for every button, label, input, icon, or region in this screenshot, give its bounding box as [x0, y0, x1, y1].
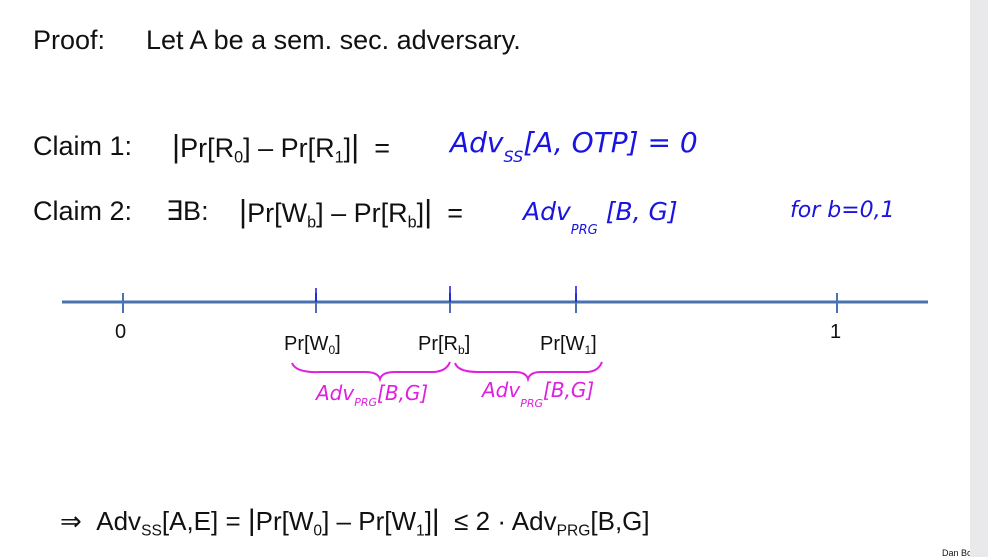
claim2-label: Claim 2: — [33, 196, 133, 226]
claim1-expression: |Pr[R0] – Pr[R1]| = — [172, 129, 391, 167]
conclusion-line: ⇒ AdvSS[A,E] = |Pr[W0] – Pr[W1]| ≤ 2 · A… — [60, 504, 650, 540]
proof-text: Let A be a sem. sec. adversary. — [146, 25, 521, 55]
claim1-handwritten-adv: AdvSS[A, OTP] = 0 — [450, 126, 698, 166]
proof-label: Proof: — [33, 25, 106, 55]
tick-label-pr-w0: Pr[W0] — [284, 333, 341, 358]
tick-label-pr-rb: Pr[Rb] — [418, 333, 471, 358]
claim2-handwritten-note: for b=0,1 — [790, 198, 895, 223]
window-edge — [970, 0, 988, 557]
tick-label-0: 0 — [115, 321, 127, 343]
brace-right — [454, 361, 603, 383]
claim2-exists: ∃B: — [166, 196, 209, 226]
tick-label-pr-w1: Pr[W1] — [540, 333, 597, 358]
brace-left-annotation: AdvPRG[B,G] — [316, 381, 429, 409]
claim1-label: Claim 1: — [33, 131, 133, 161]
brace-left — [291, 361, 451, 383]
claim2-handwritten-adv: AdvPRG [B, G] — [523, 197, 678, 238]
claim2-expression: |Pr[Wb] – Pr[Rb]| = — [239, 194, 464, 232]
brace-right-annotation: AdvPRG[B,G] — [482, 378, 595, 410]
author-credit: Dan Bone — [942, 548, 983, 558]
tick-label-1: 1 — [830, 321, 842, 343]
